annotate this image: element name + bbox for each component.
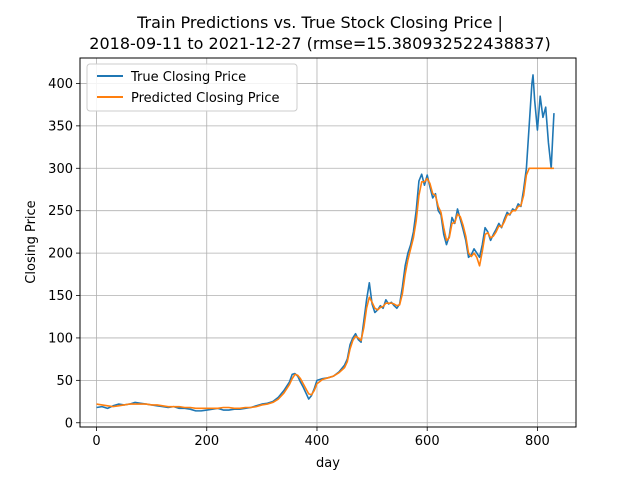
y-tick-label: 0 [65,416,73,431]
chart-title-line1: Train Predictions vs. True Stock Closing… [136,13,503,32]
x-axis: 0 200 400 600 800 [92,427,550,449]
y-tick-label: 350 [48,119,73,134]
series-line-predicted-closing-price [96,167,554,410]
y-axis-label: Closing Price [24,200,39,283]
legend-label-predicted: Predicted Closing Price [131,91,280,106]
grid-vertical [96,58,538,427]
y-tick-label: 150 [48,289,73,304]
legend-box [86,63,298,112]
plot-background [80,58,576,427]
chart-title-line2: 2018-09-11 to 2021-12-27 (rmse=15.380932… [89,34,550,53]
y-tick-label: 250 [48,204,73,219]
x-tick-label: 200 [194,434,219,449]
y-tick-label: 400 [48,77,73,92]
y-tick-label: 300 [48,162,73,177]
y-axis: 0 50 100 150 200 250 300 350 400 [48,77,80,431]
y-tick-label: 200 [48,247,73,262]
x-tick-label: 600 [415,434,440,449]
x-tick-label: 800 [525,434,550,449]
legend: True Closing Price Predicted Closing Pri… [86,63,298,112]
x-tick-label: 0 [92,434,100,449]
grid-horizontal [80,83,576,424]
y-tick-label: 50 [56,374,73,389]
legend-label-true: True Closing Price [130,70,246,85]
x-tick-label: 400 [305,434,330,449]
y-tick-label: 100 [48,331,73,346]
plot-frame [79,57,577,428]
series-layer [96,74,555,412]
plot-area [79,57,577,428]
x-axis-label: day [316,456,340,471]
